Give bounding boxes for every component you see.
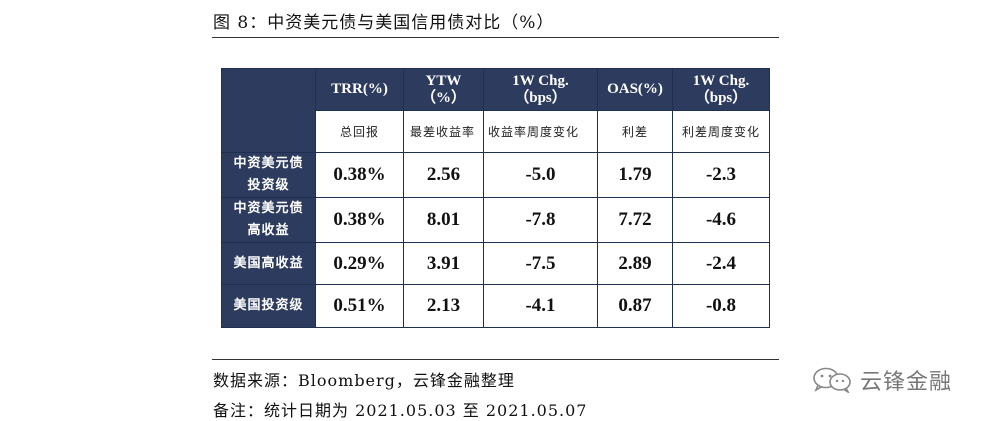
table-row: 美国投资级 0.51% 2.13 -4.1 0.87 -0.8 <box>221 284 770 328</box>
corner-cell <box>221 68 316 153</box>
row-label: 中资美元债 投资级 <box>221 152 316 198</box>
subheader-oas-change: 利差周度变化 <box>672 110 770 153</box>
source-note: 数据来源：Bloomberg，云锋金融整理 <box>213 371 515 390</box>
cell-trr: 0.29% <box>315 242 404 285</box>
cell-oas: 7.72 <box>597 197 673 243</box>
cell-ytw-change: -7.8 <box>483 197 598 243</box>
cell-oas: 2.89 <box>597 242 673 285</box>
cell-oas: 1.79 <box>597 152 673 198</box>
header-trr: TRR(%) <box>315 68 404 111</box>
cell-ytw: 3.91 <box>403 242 484 285</box>
cell-oas: 0.87 <box>597 284 673 328</box>
wechat-icon <box>813 367 851 393</box>
table-row: 中资美元债 高收益 0.38% 8.01 -7.8 7.72 -4.6 <box>221 197 770 243</box>
header-oas: OAS(%) <box>597 68 673 111</box>
cell-ytw-change: -7.5 <box>483 242 598 285</box>
bottom-rule <box>212 359 779 360</box>
cell-trr: 0.51% <box>315 284 404 328</box>
watermark-text: 云锋金融 <box>860 370 953 395</box>
subheader-ytw: 最差收益率 <box>403 110 484 153</box>
table-row: 中资美元债 投资级 0.38% 2.56 -5.0 1.79 -2.3 <box>221 152 770 198</box>
row-label: 中资美元债 高收益 <box>221 197 316 243</box>
figure-title: 图 8：中资美元债与美国信用债对比（%） <box>213 13 555 33</box>
cell-oas-change: -2.4 <box>672 242 770 285</box>
cell-ytw: 8.01 <box>403 197 484 243</box>
subheader-ytw-change: 收益率周度变化 <box>483 110 598 153</box>
cell-trr: 0.38% <box>315 152 404 198</box>
cell-ytw: 2.56 <box>403 152 484 198</box>
cell-oas-change: -0.8 <box>672 284 770 328</box>
cell-ytw-change: -5.0 <box>483 152 598 198</box>
header-oas-change: 1W Chg. （bps） <box>672 68 770 111</box>
subheader-oas: 利差 <box>597 110 673 153</box>
comparison-table: TRR(%) YTW （%） 1W Chg. （bps） OAS(%) 1W C… <box>221 68 770 328</box>
row-label: 美国投资级 <box>221 284 316 328</box>
top-rule <box>212 37 779 38</box>
table-row: 美国高收益 0.29% 3.91 -7.5 2.89 -2.4 <box>221 242 770 285</box>
row-label: 美国高收益 <box>221 242 316 285</box>
cell-trr: 0.38% <box>315 197 404 243</box>
header-ytw-change: 1W Chg. （bps） <box>483 68 598 111</box>
cell-oas-change: -2.3 <box>672 152 770 198</box>
subheader-trr: 总回报 <box>315 110 404 153</box>
date-note: 备注：统计日期为 2021.05.03 至 2021.05.07 <box>213 401 588 420</box>
header-ytw: YTW （%） <box>403 68 484 111</box>
cell-ytw: 2.13 <box>403 284 484 328</box>
cell-ytw-change: -4.1 <box>483 284 598 328</box>
watermark: 云锋金融 <box>810 364 952 396</box>
cell-oas-change: -4.6 <box>672 197 770 243</box>
